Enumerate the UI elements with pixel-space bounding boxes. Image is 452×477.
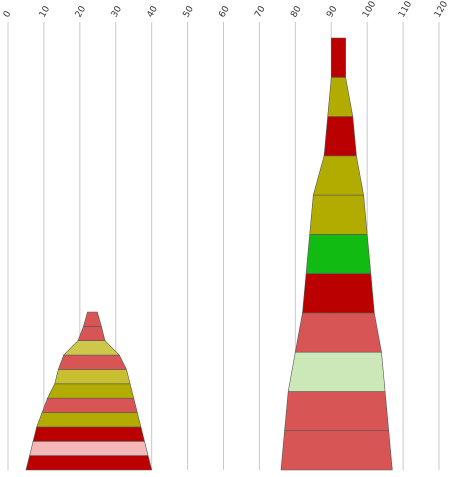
- stack-2-segment-4: [294, 312, 382, 353]
- stacked-segments: [25, 37, 393, 471]
- stack-2-segment-5: [302, 273, 375, 314]
- stack-1-segment-4: [36, 412, 142, 428]
- stack-1-segment-7: [54, 369, 131, 385]
- stack-1-segment-2: [29, 440, 149, 456]
- x-tick-label: 90: [325, 4, 340, 19]
- stack-2-segment-7: [309, 194, 368, 235]
- stack-1-segment-11: [83, 311, 102, 327]
- stack-2-segment-10: [327, 77, 354, 117]
- stack-2-segment-6: [305, 234, 372, 274]
- x-tick-label: 100: [361, 0, 378, 20]
- x-tick-label: 50: [182, 4, 197, 19]
- stack-1-segment-10: [77, 326, 106, 342]
- x-tick-label: 20: [74, 4, 89, 19]
- x-tick-label: 10: [38, 4, 53, 19]
- stack-1-segment-3: [32, 426, 145, 442]
- stack-2-segment-1: [280, 430, 393, 471]
- x-tick-label: 40: [146, 4, 161, 19]
- x-tick-label: 110: [397, 0, 414, 20]
- stack-1-segment-8: [57, 354, 127, 370]
- x-tick-labels: 0 10 20 30 40 50 60 70 80 90 100 110 120: [2, 0, 450, 20]
- stack-2-segment-8: [312, 155, 364, 196]
- x-tick-label: 0: [2, 9, 14, 19]
- x-tick-label: 30: [110, 4, 125, 19]
- x-tick-label: 60: [217, 4, 232, 19]
- stack-1-segment-1: [25, 455, 153, 471]
- x-tick-label: 120: [433, 0, 450, 20]
- stack-1-segment-6: [47, 383, 135, 399]
- stack-2-segment-11: [330, 37, 346, 78]
- x-tick-label: 80: [289, 4, 304, 19]
- stack-1: [25, 311, 153, 471]
- stack-2-segment-2: [284, 391, 390, 432]
- stack-1-segment-9: [62, 340, 121, 356]
- stack-2-segment-3: [287, 351, 386, 392]
- stack-2-segment-9: [323, 116, 357, 157]
- stack-2: [280, 37, 393, 471]
- x-tick-label: 70: [253, 4, 268, 19]
- stack-1-segment-5: [41, 397, 138, 413]
